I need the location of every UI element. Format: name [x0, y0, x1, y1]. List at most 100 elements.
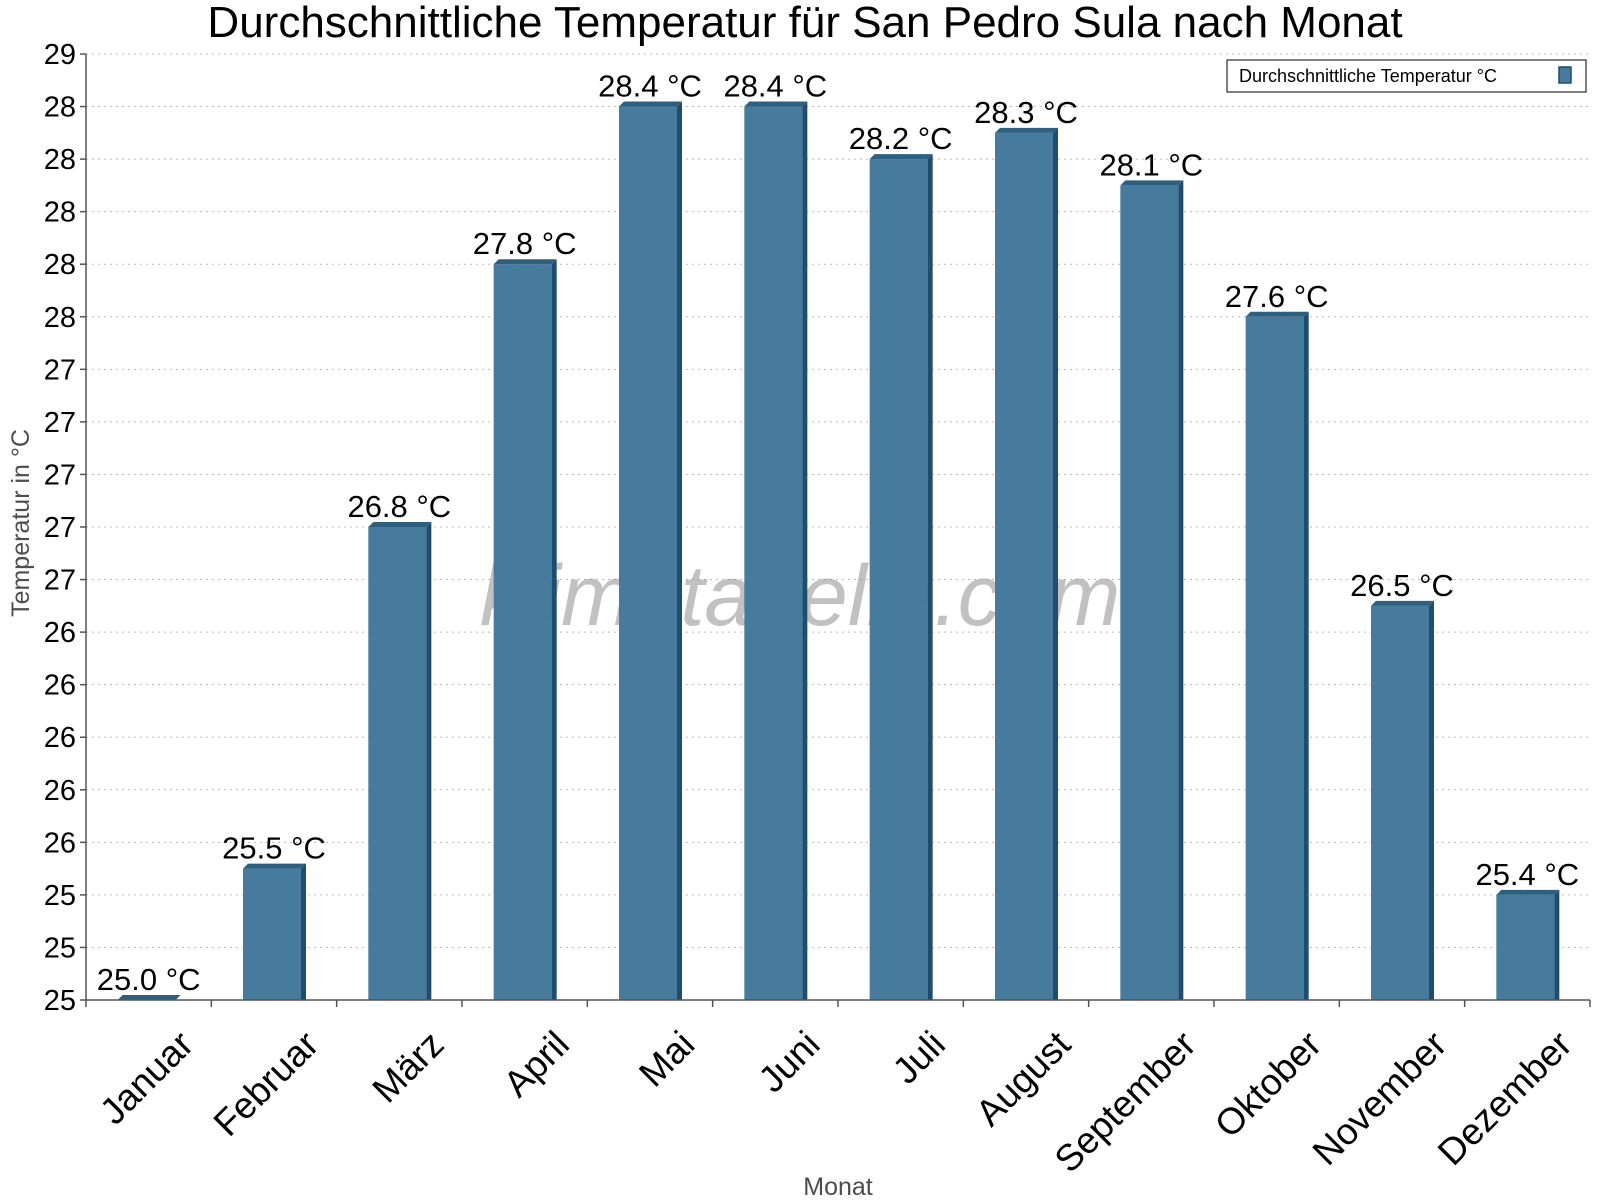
bar-top [243, 863, 306, 869]
x-tick-label: Mai [631, 1023, 702, 1094]
data-label: 25.5 °C [222, 831, 326, 866]
bar-side [426, 522, 432, 1000]
bar-face [995, 132, 1053, 1001]
y-tick-label: 26 [44, 775, 76, 807]
bar-oktober [1245, 311, 1309, 1000]
bar-september [1120, 180, 1184, 1000]
data-label: 27.8 °C [473, 226, 577, 261]
bar-face [744, 106, 803, 1001]
bar-april [493, 259, 557, 1000]
y-tick-label: 26 [44, 827, 76, 859]
bar-face [619, 106, 677, 1001]
data-label: 27.6 °C [1225, 279, 1329, 314]
bar-side [1554, 889, 1560, 1000]
bar-juli [869, 154, 933, 1001]
data-label: 25.4 °C [1475, 857, 1579, 892]
legend-label: Durchschnittliche Temperatur °C [1239, 66, 1497, 86]
x-axis-title: Monat [803, 1173, 873, 1200]
x-axis-ticks: Januar Februar März April Mai Juni Juli AugustS… [85, 1000, 1591, 1180]
bar-top [493, 259, 557, 265]
x-tick-label: Januar [92, 1023, 201, 1132]
bar-top [1371, 600, 1434, 606]
y-tick-label: 27 [44, 459, 76, 491]
x-tick-label: November [1305, 1023, 1455, 1173]
bar-face [368, 527, 427, 1000]
data-label: 28.4 °C [723, 69, 827, 104]
legend-swatch [1558, 66, 1572, 84]
bar-face [869, 159, 928, 1001]
bar-februar [243, 863, 306, 1000]
data-label: 28.3 °C [974, 95, 1078, 130]
y-tick-label: 25 [44, 985, 76, 1017]
x-tick-label: April [496, 1023, 577, 1104]
bar-top [619, 101, 682, 107]
bar-top [744, 101, 808, 107]
bar-side [1178, 180, 1184, 1000]
bar-top [1496, 889, 1560, 895]
bar-august [995, 127, 1058, 1001]
y-tick-label: 29 [44, 39, 76, 71]
x-tick-label: August [968, 1023, 1079, 1134]
bar-face [1245, 316, 1304, 1000]
bar-side [551, 259, 557, 1000]
y-tick-label: 28 [44, 197, 76, 229]
bar-top [1245, 311, 1309, 317]
bar-dezember [1496, 889, 1560, 1000]
data-label: 25.0 °C [97, 962, 201, 997]
data-label: 28.4 °C [598, 69, 702, 104]
bar-side [301, 863, 306, 1000]
y-tick-label: 25 [44, 880, 76, 912]
chart-title: Durchschnittliche Temperatur für San Ped… [207, 0, 1402, 47]
y-tick-label: 27 [44, 354, 76, 386]
y-tick-label: 27 [44, 512, 76, 544]
bar-side [1053, 127, 1058, 1001]
y-tick-label: 25 [44, 932, 76, 964]
x-tick-label: Dezember [1430, 1023, 1580, 1173]
y-tick-label: 27 [44, 407, 76, 439]
legend-box [1226, 59, 1587, 93]
x-tick-label: Februar [206, 1023, 327, 1144]
x-tick-label: Oktober [1207, 1023, 1329, 1145]
data-label: 26.5 °C [1350, 568, 1454, 603]
data-label: 28.2 °C [849, 121, 953, 156]
bars [117, 101, 1560, 1001]
bar-top [368, 522, 432, 527]
bar-face [243, 868, 301, 1000]
bar-side [802, 101, 808, 1001]
bar-mai [619, 101, 682, 1001]
bar-top [995, 127, 1058, 133]
data-labels: 25.0 °C 25.5 °C 26.8 °C 27.8 °C 28.4 °C 28.4 … [97, 69, 1579, 997]
y-axis-ticks: 25 25 25 26 26 26 26 26 27 27 27 27 27 28 28 28 28 28 29 [44, 39, 86, 1017]
y-tick-label: 28 [44, 249, 76, 281]
y-tick-label: 28 [44, 302, 76, 334]
bar-side [1429, 600, 1434, 1000]
bar-november [1371, 600, 1434, 1000]
bar-face [1120, 185, 1179, 1000]
bar-side [927, 154, 933, 1001]
bar-side [1303, 311, 1309, 1000]
bar-top [117, 995, 181, 1000]
bar-märz [368, 522, 432, 1000]
y-tick-label: 28 [44, 92, 76, 124]
bar-januar [117, 995, 181, 1000]
x-tick-label: Juli [885, 1023, 953, 1091]
x-tick-label: Juni [751, 1023, 828, 1100]
y-axis-title: Temperatur in °C [7, 429, 35, 617]
bar-juni [744, 101, 808, 1001]
y-tick-label: 26 [44, 617, 76, 649]
y-tick-label: 26 [44, 670, 76, 702]
data-label: 28.1 °C [1099, 147, 1203, 182]
bar-face [1371, 605, 1429, 1000]
legend: Durchschnittliche Temperatur °C [1226, 59, 1587, 93]
bar-top [1120, 180, 1184, 186]
data-label: 26.8 °C [347, 489, 451, 524]
x-tick-label: März [365, 1023, 452, 1110]
y-tick-label: 26 [44, 722, 76, 754]
bar-top [869, 154, 933, 160]
bar-face [493, 264, 552, 1000]
bar-side [677, 101, 682, 1001]
y-tick-label: 27 [44, 565, 76, 597]
y-tick-label: 28 [44, 144, 76, 176]
bar-face [1496, 894, 1555, 1000]
